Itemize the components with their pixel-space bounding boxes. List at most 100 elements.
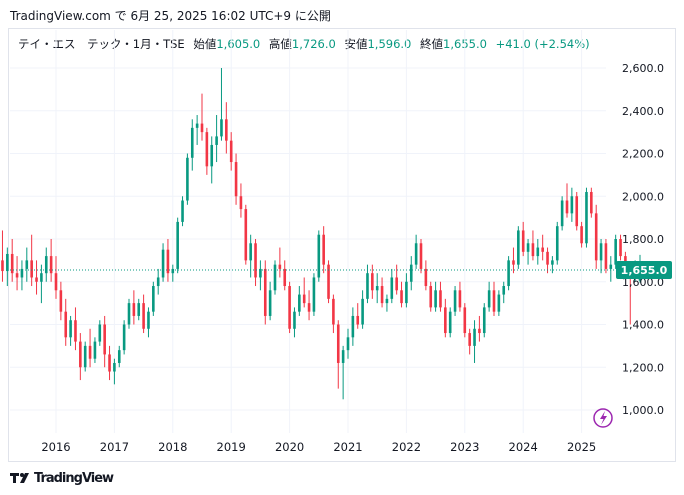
candle: [419, 239, 423, 274]
candle: [10, 239, 14, 282]
candle: [181, 196, 184, 227]
chart-frame[interactable]: [8, 28, 676, 462]
candle: [473, 320, 476, 363]
candle-body: [555, 226, 559, 261]
candle-body: [113, 362, 116, 372]
candle: [302, 277, 306, 308]
candle-body: [336, 324, 340, 363]
candle: [541, 234, 544, 261]
candle: [507, 256, 510, 291]
y-tick-label: 1,800.0: [622, 233, 664, 246]
candle: [93, 337, 97, 363]
candle-body: [409, 264, 413, 282]
x-tick-label: 2019: [217, 440, 246, 454]
candle: [54, 256, 58, 299]
x-tick-label: 2024: [509, 440, 538, 454]
candle-body: [15, 273, 19, 278]
y-tick-label: 1,000.0: [622, 404, 664, 417]
candle: [400, 281, 403, 308]
publish-info: TradingView.com で 6月 25, 2025 16:02 UTC+…: [10, 9, 331, 23]
candle: [580, 221, 583, 248]
candle-body: [152, 286, 155, 312]
lightning-icon[interactable]: [593, 408, 613, 428]
y-axis: 2,600.0 2,400.0 2,200.0 2,000.0 1,800.0 1,600…: [622, 62, 664, 417]
candle-body: [312, 277, 316, 312]
candle: [35, 260, 38, 295]
candle-body: [93, 341, 97, 359]
candle: [570, 187, 574, 222]
candle: [15, 256, 19, 291]
candle: [346, 328, 350, 359]
candle: [458, 281, 462, 312]
candle: [546, 247, 549, 274]
candle: [220, 68, 223, 141]
candle: [273, 260, 277, 295]
footer: TradingView: [10, 468, 114, 488]
candle-body: [181, 200, 184, 222]
candle-body: [195, 123, 199, 128]
candle-body: [259, 268, 262, 278]
candle-body: [585, 191, 588, 244]
candle: [429, 281, 433, 312]
legend-change: +41.0 (+2.54%): [495, 37, 590, 51]
last-price-badge: 1,655.0: [616, 260, 672, 279]
candle-body: [200, 123, 204, 133]
tradingview-logo-icon: [10, 473, 29, 483]
candle: [448, 307, 452, 338]
candle: [619, 234, 622, 261]
candle: [30, 234, 33, 287]
candle-body: [88, 345, 92, 359]
candle-body: [44, 256, 48, 274]
candle: [20, 260, 24, 291]
candle: [565, 183, 569, 218]
candle-body: [103, 324, 106, 355]
y-tick-label: 1,400.0: [622, 319, 664, 332]
candle: [215, 115, 218, 163]
legend-symbol[interactable]: テイ・エス テック・1月・TSE: [18, 37, 185, 51]
candle-body: [263, 268, 267, 316]
candle: [585, 187, 588, 248]
candle-body: [293, 311, 296, 329]
legend-high-label: 高値: [268, 37, 292, 51]
candle: [599, 239, 603, 274]
candle-body: [341, 350, 345, 363]
candle: [239, 183, 243, 218]
candle-body: [132, 303, 136, 316]
candle-body: [220, 119, 223, 137]
candle-body: [40, 273, 43, 282]
candle: [512, 247, 515, 274]
candle-body: [122, 324, 126, 351]
candle-body: [74, 320, 77, 342]
candle-body: [521, 230, 525, 252]
tradingview-logo-text[interactable]: TradingView: [34, 470, 114, 486]
candle-body: [546, 251, 549, 265]
candle-body: [439, 290, 442, 308]
y-tick-label: 2,000.0: [622, 190, 664, 203]
legend-low-label: 安値: [344, 37, 368, 51]
candle: [307, 290, 311, 321]
candle-body: [20, 268, 24, 278]
candle-body: [492, 290, 496, 312]
candle-body: [210, 144, 214, 167]
candle: [176, 217, 179, 274]
legend-high-value: 1,726.0: [291, 37, 336, 51]
candle-body: [507, 260, 510, 287]
candle: [521, 221, 525, 257]
chart-legend: テイ・エス テック・1月・TSE 始値1,605.0 高値1,726.0 安値1…: [18, 36, 590, 52]
candle: [395, 264, 398, 295]
candle: [560, 196, 564, 231]
legend-low-value: 1,596.0: [367, 37, 412, 51]
candle-body: [565, 200, 569, 214]
candle-body: [317, 234, 321, 278]
candle: [609, 256, 613, 282]
candle-body: [473, 328, 476, 346]
candle: [83, 341, 87, 372]
candle: [497, 290, 501, 316]
candle: [487, 281, 491, 312]
candle-body: [614, 239, 617, 265]
candle: [113, 358, 116, 385]
candle-body: [419, 243, 423, 269]
candle: [409, 256, 413, 291]
y-tick-label: 1,200.0: [622, 361, 664, 374]
